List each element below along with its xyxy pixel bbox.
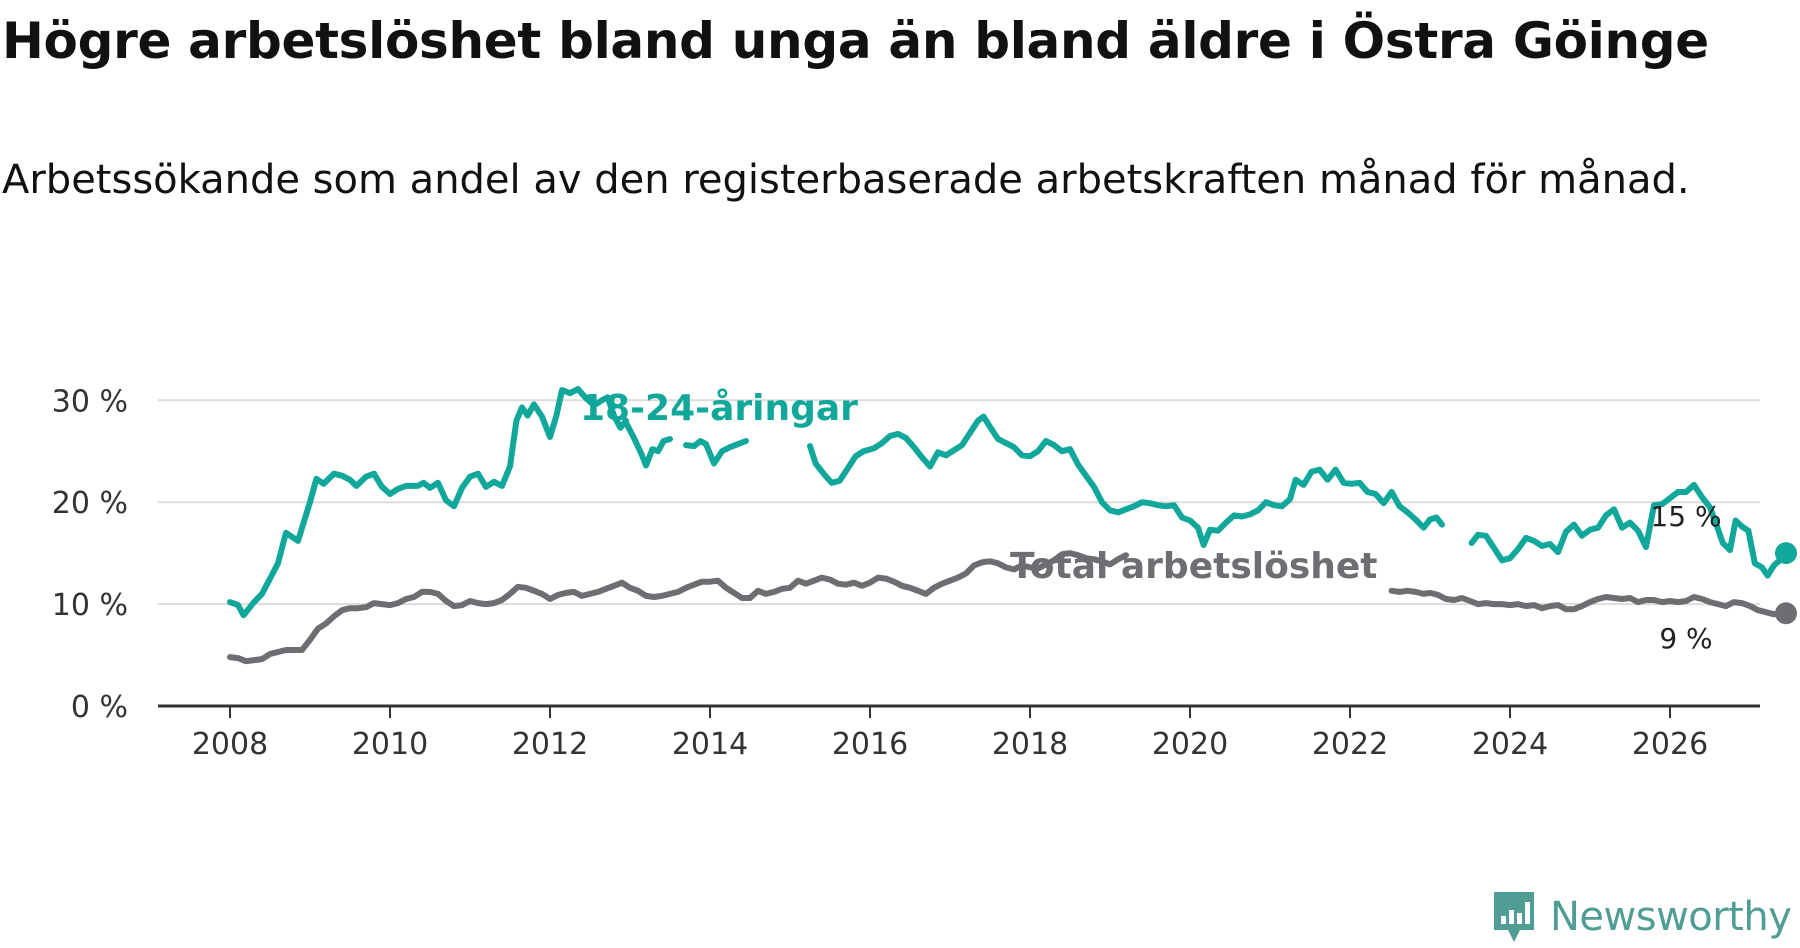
series-layer bbox=[227, 386, 1797, 665]
newsworthy-logo-icon bbox=[1494, 892, 1534, 942]
series-line bbox=[1388, 587, 1789, 618]
x-tick-label: 2008 bbox=[192, 727, 268, 762]
y-tick-label: 20 % bbox=[52, 486, 128, 521]
y-tick-label: 30 % bbox=[52, 384, 128, 419]
brand-logo[interactable]: Newsworthy bbox=[1490, 888, 1792, 946]
series-youth bbox=[227, 386, 1797, 619]
chart-subtitle: Arbetssökande som andel av den registerb… bbox=[2, 157, 1690, 203]
x-tick-label: 2014 bbox=[672, 727, 748, 762]
y-tick-label: 10 % bbox=[52, 588, 128, 623]
x-tick-label: 2012 bbox=[512, 727, 588, 762]
y-axis-ticks: 0 % 10 % 20 % 30 % bbox=[52, 384, 128, 725]
y-tick-label: 0 % bbox=[71, 690, 128, 725]
x-tick-label: 2024 bbox=[1472, 727, 1548, 762]
x-axis: 2008 2010 2012 2014 2016 2018 2020 2022 2024 2026 bbox=[158, 704, 1760, 762]
x-tick-label: 2016 bbox=[832, 727, 908, 762]
chart-title: Högre arbetslöshet bland unga än bland ä… bbox=[2, 12, 1709, 70]
x-tick-label: 2020 bbox=[1152, 727, 1228, 762]
series-label-total: Total arbetslöshet bbox=[1010, 546, 1378, 587]
x-tick-label: 2018 bbox=[992, 727, 1068, 762]
x-tick-label: 2022 bbox=[1312, 727, 1388, 762]
series-line bbox=[227, 550, 1129, 665]
series-line bbox=[807, 413, 1445, 548]
series-line bbox=[1468, 481, 1789, 579]
end-marker bbox=[1775, 602, 1797, 625]
end-label-total: 9 % bbox=[1659, 622, 1712, 655]
end-label-youth: 15 % bbox=[1650, 500, 1721, 533]
brand-name: Newsworthy bbox=[1550, 894, 1792, 940]
series-line bbox=[623, 419, 673, 469]
series-line bbox=[683, 438, 749, 467]
series-total bbox=[227, 550, 1797, 665]
end-marker bbox=[1775, 542, 1797, 565]
gridlines bbox=[158, 399, 1760, 606]
x-tick-label: 2026 bbox=[1632, 727, 1708, 762]
x-tick-label: 2010 bbox=[352, 727, 428, 762]
series-line bbox=[227, 386, 629, 619]
series-label-youth: 18-24-åringar bbox=[580, 388, 858, 429]
series-labels: 18-24-åringar Total arbetslöshet 15 % 9 % bbox=[580, 388, 1722, 655]
